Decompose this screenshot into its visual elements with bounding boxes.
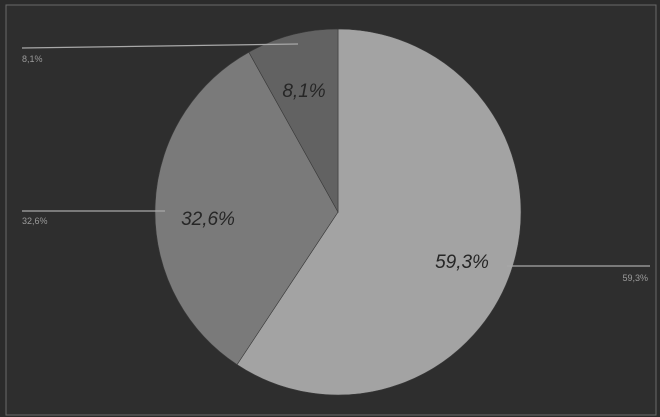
slice-outer-label-2: 8,1%: [22, 54, 43, 64]
pie-slices: [154, 28, 522, 396]
pie-slice-0: [236, 28, 522, 396]
slice-data-label-1: 32,6%: [181, 209, 235, 230]
slice-data-label-2: 8,1%: [282, 81, 325, 102]
slice-data-label-0: 59,3%: [435, 252, 489, 273]
slice-labels: 59,3% 59,3% 32,6% 32,6% 8,1% 8,1%: [22, 54, 648, 283]
leader-lines: [21, 43, 650, 267]
pie-slice-2: [248, 28, 339, 214]
slice-outer-label-1: 32,6%: [22, 216, 48, 226]
leader-line-2: [21, 43, 299, 49]
slice-outer-label-0: 59,3%: [622, 273, 648, 283]
